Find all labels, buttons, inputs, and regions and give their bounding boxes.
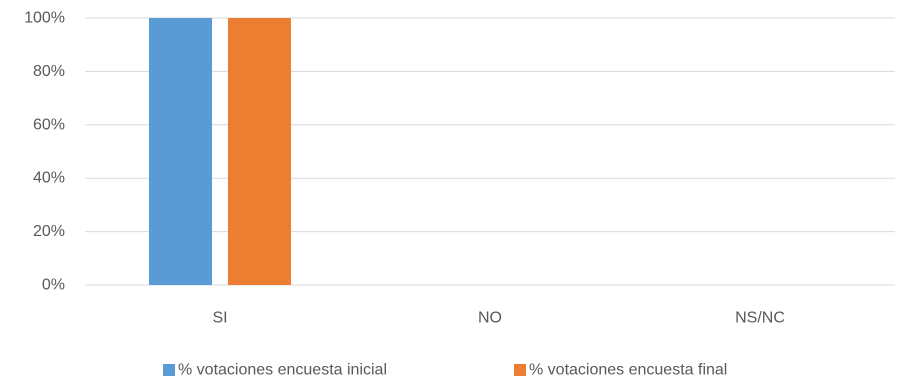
x-tick-label: NO: [478, 310, 502, 327]
gridlines: [85, 17, 895, 286]
y-tick-label: 100%: [24, 10, 65, 27]
x-tick-label: NS/NC: [735, 310, 785, 327]
y-axis-ticks: 0% 20% 40% 60% 80% 100%: [24, 10, 65, 294]
y-tick-label: 20%: [33, 223, 65, 240]
y-tick-label: 0%: [42, 277, 65, 294]
x-tick-label: SI: [212, 310, 227, 327]
bars: [149, 18, 291, 285]
legend-item: % votaciones encuesta inicial: [163, 362, 387, 379]
bar-si-series-2: [228, 18, 291, 285]
x-axis-ticks: SI NO NS/NC: [212, 310, 784, 327]
y-tick-label: 80%: [33, 63, 65, 80]
legend: % votaciones encuesta inicial % votacione…: [163, 362, 727, 379]
y-tick-label: 60%: [33, 116, 65, 133]
y-tick-label: 40%: [33, 170, 65, 187]
legend-swatch: [514, 364, 526, 376]
legend-swatch: [163, 364, 175, 376]
bar-si-series-1: [149, 18, 212, 285]
legend-label: % votaciones encuesta inicial: [178, 362, 387, 379]
legend-item: % votaciones encuesta final: [514, 362, 727, 379]
legend-label: % votaciones encuesta final: [529, 362, 727, 379]
